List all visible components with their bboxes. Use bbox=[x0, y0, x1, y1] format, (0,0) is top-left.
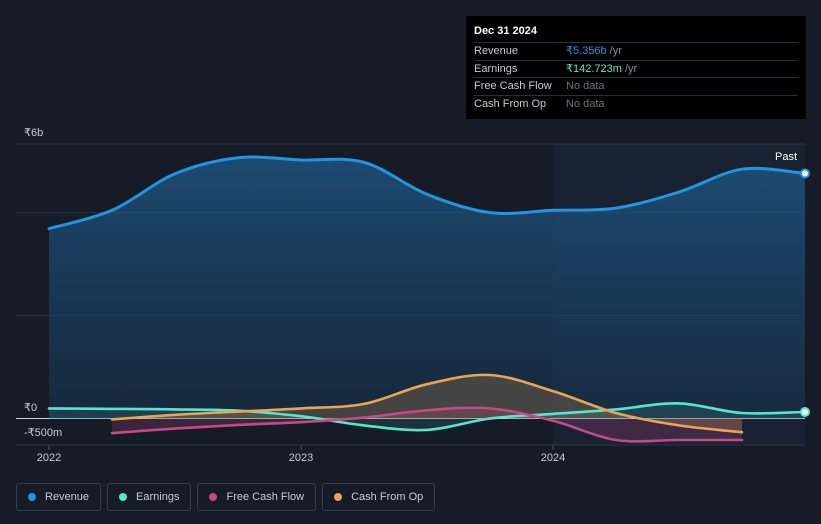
x-axis-ticks: 2022 2023 2024 bbox=[37, 445, 565, 464]
tooltip-unit: /yr bbox=[624, 62, 638, 75]
legend-dot bbox=[28, 493, 36, 501]
tooltip-value: No data bbox=[566, 80, 605, 92]
series-area-cash-from-op bbox=[112, 374, 742, 433]
legend-label: Free Cash Flow bbox=[226, 491, 305, 503]
legend-label: Cash From Op bbox=[351, 491, 424, 503]
legend-item-cash-from-op[interactable]: Cash From Op bbox=[322, 483, 436, 511]
tooltip-label: Cash From Op bbox=[474, 97, 547, 110]
tooltip-label: Earnings bbox=[474, 62, 518, 75]
legend: Revenue Earnings Free Cash Flow Cash Fro… bbox=[16, 483, 436, 511]
y-tick-label: ₹6b bbox=[24, 127, 43, 139]
tooltip-date: Dec 31 2024 bbox=[474, 25, 537, 37]
tooltip-row-free-cash-flow: Free Cash Flow No data bbox=[474, 77, 798, 95]
series-endpoint-earnings[interactable] bbox=[800, 406, 810, 417]
tooltip-value: No data bbox=[566, 97, 605, 110]
tooltip-row-cash-from-op: Cash From Op No data bbox=[474, 94, 798, 113]
tooltip-value: ₹142.723m bbox=[566, 62, 622, 75]
series-fills bbox=[49, 156, 805, 442]
legend-item-free-cash-flow[interactable]: Free Cash Flow bbox=[197, 483, 317, 511]
series-line-cash-from-op bbox=[110, 373, 744, 434]
tooltip-row-earnings: Earnings ₹142.723m /yr bbox=[474, 59, 798, 78]
series-line-revenue bbox=[47, 155, 807, 231]
tooltip-row-revenue: Revenue ₹5.356b /yr bbox=[474, 42, 798, 60]
tooltip-label: Revenue bbox=[474, 45, 519, 57]
legend-dot bbox=[334, 493, 343, 501]
series-line-earnings bbox=[47, 402, 807, 432]
legend-label: Revenue bbox=[45, 491, 90, 503]
legend-item-earnings[interactable]: Earnings bbox=[107, 483, 192, 511]
series-lines bbox=[47, 155, 810, 443]
tooltip-value-wrap: ₹142.723m /yr bbox=[566, 61, 637, 78]
past-label: Past bbox=[775, 151, 797, 163]
legend-dot bbox=[209, 493, 218, 501]
tooltip: Dec 31 2024 Revenue ₹5.356b /yr Earnings… bbox=[466, 16, 806, 119]
series-endpoint-revenue[interactable] bbox=[800, 168, 810, 179]
y-tick-label: ₹0 bbox=[24, 402, 37, 414]
tooltip-value-wrap: ₹5.356b /yr bbox=[566, 43, 622, 60]
legend-label: Earnings bbox=[136, 491, 180, 503]
legend-dot bbox=[119, 493, 128, 501]
series-area-revenue bbox=[49, 156, 805, 419]
y-tick-label: -₹500m bbox=[24, 427, 62, 439]
x-tick-label: 2024 bbox=[541, 452, 565, 464]
legend-item-revenue[interactable]: Revenue bbox=[16, 483, 102, 511]
tooltip-label: Free Cash Flow bbox=[474, 80, 552, 92]
tooltip-unit: /yr bbox=[609, 45, 622, 57]
tooltip-value: ₹5.356b bbox=[566, 45, 607, 57]
x-tick-label: 2023 bbox=[289, 452, 313, 464]
y-axis-ticks: ₹6b ₹0 -₹500m bbox=[24, 127, 62, 439]
x-tick-label: 2022 bbox=[37, 452, 61, 464]
series-line-free-cash-flow bbox=[110, 406, 744, 443]
